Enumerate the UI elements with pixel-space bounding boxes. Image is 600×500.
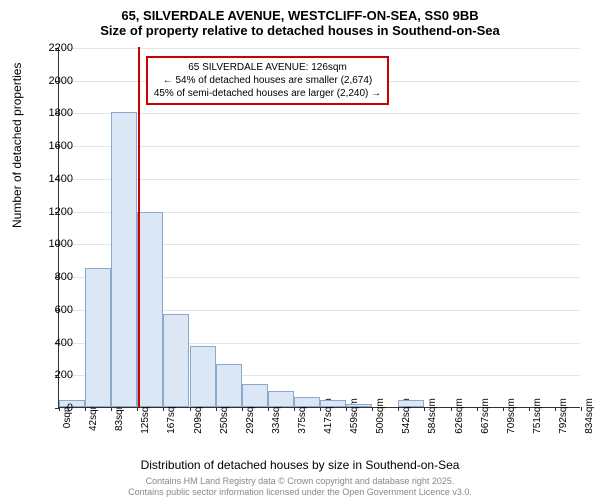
chart-plot-area: 0sqm42sqm83sqm125sqm167sqm209sqm250sqm29… [58, 48, 580, 408]
histogram-bar [320, 400, 346, 407]
annotation-line3: 45% of semi-detached houses are larger (… [154, 87, 381, 100]
plot-frame: 0sqm42sqm83sqm125sqm167sqm209sqm250sqm29… [58, 48, 580, 408]
histogram-bar [85, 268, 111, 407]
ytick-label: 1000 [49, 238, 73, 250]
ytick-label: 800 [55, 271, 73, 283]
histogram-bar [346, 404, 372, 407]
annotation-line1: 65 SILVERDALE AVENUE: 126sqm [154, 61, 381, 74]
attribution-footer: Contains HM Land Registry data © Crown c… [0, 476, 600, 498]
xtick-mark [190, 407, 191, 411]
ytick-label: 1400 [49, 173, 73, 185]
xtick-mark [372, 407, 373, 411]
xtick-mark [424, 407, 425, 411]
xtick-mark [137, 407, 138, 411]
ytick-label: 400 [55, 337, 73, 349]
histogram-bar [268, 391, 294, 407]
xtick-mark [555, 407, 556, 411]
footer-line1: Contains HM Land Registry data © Crown c… [0, 476, 600, 487]
ytick-label: 1800 [49, 107, 73, 119]
ytick-label: 1600 [49, 140, 73, 152]
xtick-mark [59, 407, 60, 411]
y-axis-label: Number of detached properties [10, 63, 24, 228]
histogram-bar [190, 346, 216, 407]
xtick-mark [216, 407, 217, 411]
chart-subtitle: Size of property relative to detached ho… [0, 23, 600, 42]
xtick-label: 584sqm [427, 398, 438, 434]
ytick-label: 200 [55, 369, 73, 381]
footer-line2: Contains public sector information licen… [0, 487, 600, 498]
ytick-label: 2200 [49, 42, 73, 54]
xtick-mark [85, 407, 86, 411]
xtick-mark [242, 407, 243, 411]
xtick-mark [529, 407, 530, 411]
xtick-mark [268, 407, 269, 411]
ytick-label: 600 [55, 304, 73, 316]
xtick-mark [163, 407, 164, 411]
histogram-bar [163, 314, 189, 407]
ytick-label: 0 [67, 402, 73, 414]
histogram-bar [137, 212, 163, 407]
property-marker-line [138, 47, 140, 407]
histogram-bar [294, 397, 320, 407]
ytick-label: 2000 [49, 75, 73, 87]
xtick-mark [294, 407, 295, 411]
histogram-bar [242, 384, 268, 407]
xtick-label: 709sqm [506, 398, 517, 434]
xtick-mark [398, 407, 399, 411]
xtick-label: 792sqm [558, 398, 569, 434]
histogram-bar [216, 364, 242, 407]
xtick-label: 751sqm [532, 398, 543, 434]
x-axis-label: Distribution of detached houses by size … [0, 458, 600, 472]
annotation-line2: ← 54% of detached houses are smaller (2,… [154, 74, 381, 87]
xtick-label: 626sqm [454, 398, 465, 434]
xtick-mark [111, 407, 112, 411]
annotation-box: 65 SILVERDALE AVENUE: 126sqm← 54% of det… [146, 56, 389, 105]
ytick-label: 1200 [49, 206, 73, 218]
xtick-label: 500sqm [375, 398, 386, 434]
xtick-label: 667sqm [480, 398, 491, 434]
xtick-mark [346, 407, 347, 411]
xtick-mark [477, 407, 478, 411]
histogram-bar [398, 400, 424, 407]
histogram-bar [111, 112, 137, 407]
chart-title-line1: 65, SILVERDALE AVENUE, WESTCLIFF-ON-SEA,… [0, 0, 600, 23]
xtick-mark [503, 407, 504, 411]
xtick-mark [320, 407, 321, 411]
xtick-label: 834sqm [584, 398, 595, 434]
xtick-mark [581, 407, 582, 411]
xtick-mark [451, 407, 452, 411]
